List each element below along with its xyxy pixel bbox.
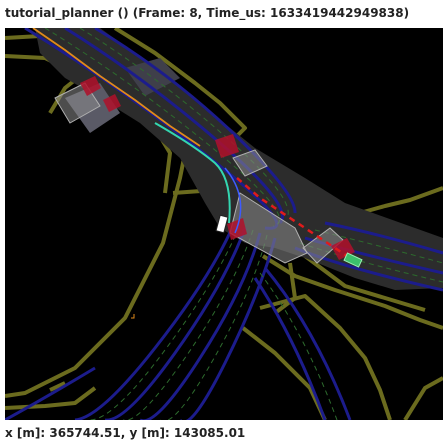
map-canvas[interactable]	[5, 28, 443, 420]
agent-vehicle-icon[interactable]	[343, 252, 363, 268]
route-line	[32, 28, 201, 147]
ego-vehicle-icon[interactable]	[215, 214, 229, 234]
planned-path	[154, 122, 231, 224]
predicted-path	[236, 177, 351, 260]
window-title: tutorial_planner () (Frame: 8, Time_us: …	[0, 0, 447, 27]
ego-heading-arc	[224, 167, 242, 234]
cursor-coordinates: x [m]: 365744.51, y [m]: 143085.01	[0, 420, 447, 447]
pedestrian-marker	[131, 314, 135, 319]
map-viewport[interactable]	[5, 28, 443, 420]
